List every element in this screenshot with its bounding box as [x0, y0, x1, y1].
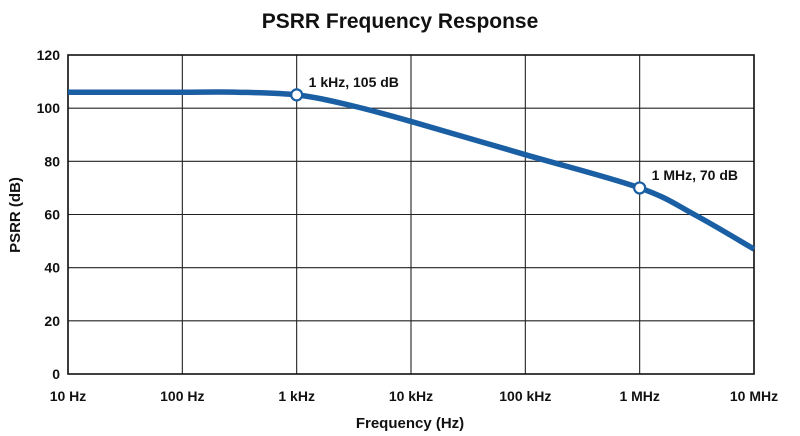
annotation-marker — [290, 88, 304, 102]
y-tick-label: 20 — [44, 313, 60, 329]
x-tick-label: 10 kHz — [389, 388, 433, 404]
x-tick-label: 10 MHz — [730, 388, 778, 404]
x-tick-label: 10 Hz — [50, 388, 87, 404]
annotation-marker — [633, 181, 647, 195]
y-tick-label: 120 — [37, 47, 61, 63]
psrr-curve — [68, 89, 756, 252]
x-tick-label: 100 Hz — [160, 388, 204, 404]
x-tick-label: 1 kHz — [278, 388, 315, 404]
grid-lines — [67, 54, 755, 375]
y-tick-label: 40 — [44, 260, 60, 276]
y-tick-label: 60 — [44, 207, 60, 223]
x-axis-label: Frequency (Hz) — [356, 415, 464, 432]
y-tick-label: 0 — [52, 366, 60, 382]
plot-frame — [67, 54, 755, 375]
annotation-label: 1 MHz, 70 dB — [652, 167, 738, 183]
chart-title: PSRR Frequency Response — [262, 10, 539, 33]
annotation-layer: 1 kHz, 105 dB 1 MHz, 70 dB — [290, 74, 738, 195]
y-axis-label: PSRR (dB) — [7, 177, 24, 253]
y-tick-label: 80 — [44, 153, 60, 169]
x-tick-label: 1 MHz — [619, 388, 659, 404]
y-tick-label: 100 — [37, 100, 61, 116]
x-tick-labels: 10 Hz 100 Hz 1 kHz 10 kHz 100 kHz 1 MHz 10 MHz — [50, 388, 778, 404]
y-tick-labels: 0 20 40 60 80 100 120 — [37, 47, 61, 382]
x-tick-label: 100 kHz — [499, 388, 551, 404]
annotation-label: 1 kHz, 105 dB — [309, 74, 399, 90]
series-layer — [68, 89, 756, 252]
